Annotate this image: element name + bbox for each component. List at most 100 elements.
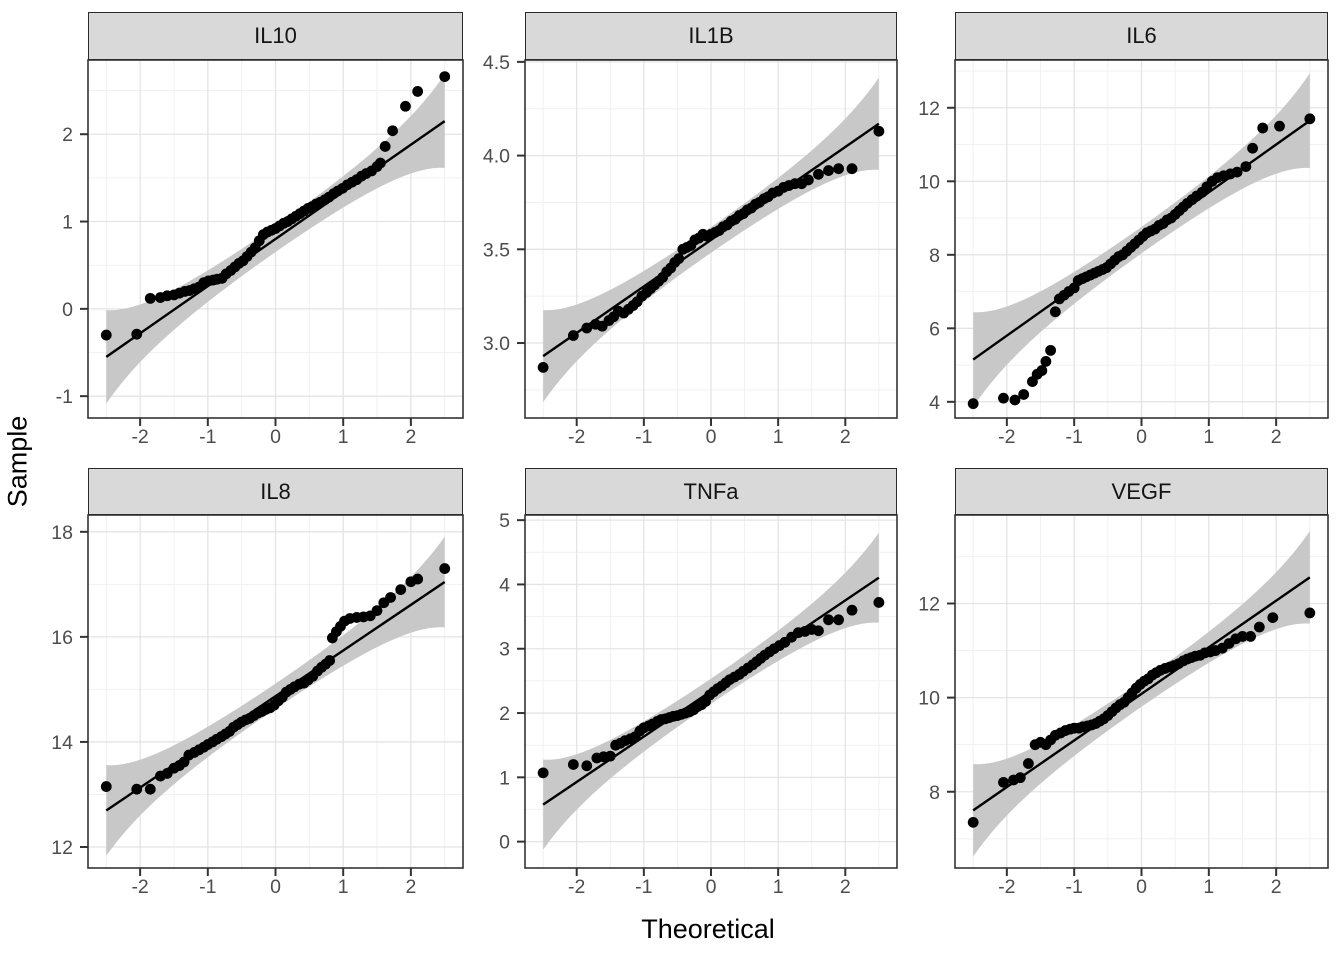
data-point [1049,306,1061,318]
data-point [131,783,143,795]
data-point [1304,113,1316,125]
x-tick-label: -1 [635,876,652,898]
data-point [1045,344,1057,356]
data-point [833,614,844,626]
data-point [567,330,579,341]
data-point [131,328,143,340]
data-point [967,398,979,410]
y-tick-label: 0 [499,832,510,854]
x-tick-label: -1 [199,876,216,898]
y-tick-label: 1 [499,767,510,789]
data-point [673,253,685,265]
y-tick-label: 5 [499,510,510,532]
y-tick-label: 12 [918,98,940,120]
x-tick-label: 2 [405,426,416,448]
y-tick-label: 6 [929,318,940,340]
data-point [823,165,834,176]
data-point [1009,394,1021,406]
data-point [1231,166,1243,178]
data-point [567,759,579,770]
data-point [873,597,885,608]
data-point [823,614,834,626]
data-point [144,783,156,795]
data-point [100,329,112,341]
data-point [604,750,616,762]
facet-strip-label: IL6 [1126,23,1157,48]
data-point [400,100,411,112]
data-point [1304,607,1316,619]
y-tick-label: 10 [918,688,940,710]
data-point [1267,612,1279,624]
data-point [412,86,424,97]
x-tick-label: 1 [338,876,349,898]
data-point [1040,355,1052,367]
data-point [1022,758,1034,769]
x-tick-label: -1 [199,426,216,448]
y-tick-label: 4.5 [483,52,510,74]
data-point [581,760,593,772]
x-tick-label: 2 [405,876,416,898]
data-point [1237,631,1248,642]
y-tick-label: 10 [918,171,940,193]
data-point [846,163,858,175]
data-point [395,584,407,595]
data-point [1240,161,1252,172]
y-tick-label: 16 [51,627,73,649]
facet-strip-label: IL1B [688,23,734,48]
y-tick-label: 12 [51,837,73,859]
data-point [813,625,824,637]
facet-strip-label: IL10 [254,23,297,48]
facet-strip-label: IL8 [260,478,291,504]
data-point [537,767,549,779]
data-point [387,125,399,137]
x-tick-label: -2 [568,876,585,898]
y-tick-label: 3.0 [483,333,510,355]
y-tick-label: 14 [51,732,73,754]
x-tick-label: -1 [1065,426,1082,448]
data-point [581,322,593,334]
y-tick-label: -1 [56,386,73,408]
data-point [1253,621,1265,633]
facet-strip-il1b: IL1B [525,12,897,60]
facet-strip-label: VEGF [1111,478,1172,504]
x-tick-label: 2 [1271,876,1282,898]
facet-strip-vegf: VEGF [955,468,1328,515]
data-point [375,157,386,169]
y-tick-label: 3.5 [483,239,510,261]
x-tick-label: 0 [1136,426,1147,448]
data-point [144,292,156,304]
facet-strip-tnfa: TNFa [525,468,897,515]
data-point [1018,389,1030,400]
x-tick-label: 2 [840,426,851,448]
data-point [998,776,1009,788]
data-point [813,168,824,180]
x-axis-title: Theoretical [641,914,775,944]
x-tick-label: 0 [706,876,717,898]
x-tick-label: 0 [270,426,281,448]
qq-reference-line [105,120,446,358]
y-tick-label: 4 [499,574,510,596]
y-tick-label: 2 [499,703,510,725]
facet-strip-il8: IL8 [88,468,463,515]
x-tick-label: -2 [568,426,585,448]
data-point [371,605,383,617]
facet-strip-il6: IL6 [955,12,1328,60]
y-tick-label: 8 [929,782,940,804]
data-point [967,816,979,828]
data-point [379,141,391,152]
data-point [1247,142,1258,154]
y-tick-label: 4.0 [483,146,510,168]
data-point [833,163,844,175]
facet-strip-il10: IL10 [88,12,463,60]
data-point [846,604,858,616]
qq-reference-line [542,122,880,358]
x-tick-label: -2 [131,426,148,448]
y-tick-label: 12 [918,593,940,615]
data-point [1036,365,1048,376]
x-tick-label: 1 [773,426,784,448]
data-point [1245,631,1256,642]
x-tick-label: -1 [635,426,652,448]
data-point [439,563,451,574]
facet-strip-label: TNFa [683,478,739,504]
